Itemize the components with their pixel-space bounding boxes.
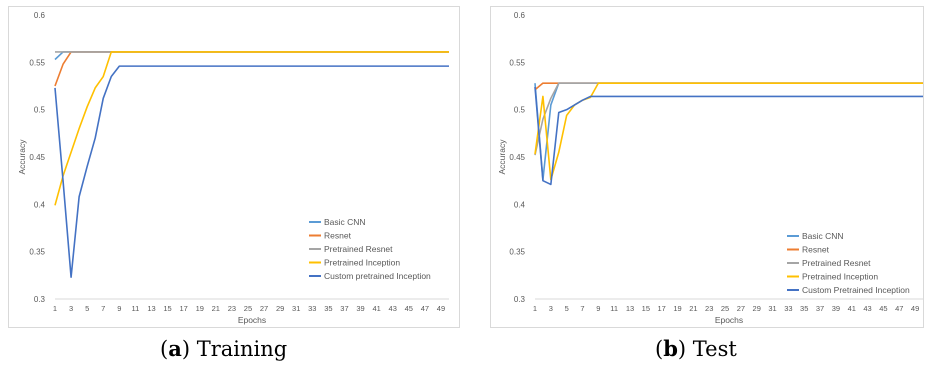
- legend-entry: Pretrained Resnet: [802, 258, 871, 268]
- x-axis-title: Epochs: [238, 315, 266, 325]
- y-tick-label: 0.5: [34, 106, 46, 115]
- x-tick-label: 29: [276, 304, 284, 313]
- x-tick-label: 27: [260, 304, 268, 313]
- y-tick-label: 0.45: [29, 153, 45, 162]
- x-tick-label: 5: [85, 304, 89, 313]
- y-tick-label: 0.5: [514, 106, 526, 115]
- x-tick-label: 39: [832, 304, 840, 313]
- legend-entry: Custom Pretrained Inception: [802, 285, 910, 295]
- x-tick-label: 11: [610, 304, 618, 313]
- legend-entry: Custom pretrained Inception: [324, 271, 431, 281]
- x-tick-label: 3: [69, 304, 73, 313]
- y-axis-title: Accuracy: [497, 139, 507, 175]
- x-tick-label: 37: [340, 304, 348, 313]
- caption-text: Test: [692, 337, 737, 361]
- x-tick-label: 31: [292, 304, 300, 313]
- legend-entry: Pretrained Resnet: [324, 244, 393, 254]
- x-tick-label: 35: [324, 304, 332, 313]
- series-line-custom-pretrained-inception: [54, 65, 449, 279]
- x-tick-label: 47: [895, 304, 903, 313]
- x-tick-label: 23: [228, 304, 236, 313]
- chart-test: 0.30.350.40.450.50.550.61 3 5 7 9 11 13 15 17 19 2…: [497, 11, 923, 325]
- y-axis-title: Accuracy: [17, 139, 27, 175]
- legend-entry: Basic CNN: [802, 231, 844, 241]
- x-tick-label: 27: [737, 304, 745, 313]
- x-tick-label: 21: [212, 304, 220, 313]
- y-tick-label: 0.35: [29, 248, 45, 257]
- x-tick-label: 13: [147, 304, 155, 313]
- series-line-basic-cnn: [54, 51, 449, 61]
- y-tick-label: 0.45: [509, 153, 525, 162]
- legend-entry: Basic CNN: [324, 217, 366, 227]
- x-tick-label: 3: [549, 304, 553, 313]
- x-tick-label: 39: [356, 304, 364, 313]
- chart-training: 0.30.350.40.450.50.550.61 3 5 7 9 11 13 15 17 19 2…: [17, 11, 449, 325]
- x-tick-label: 29: [753, 304, 761, 313]
- y-tick-label: 0.55: [29, 58, 45, 67]
- caption-training: (a) Training: [160, 336, 288, 361]
- x-tick-label: 1: [533, 304, 537, 313]
- series-line-resnet: [534, 82, 923, 91]
- legend-entry: Resnet: [324, 231, 352, 241]
- x-tick-label: 35: [800, 304, 808, 313]
- y-tick-label: 0.4: [34, 200, 46, 209]
- x-tick-label: 17: [658, 304, 666, 313]
- x-tick-label: 19: [673, 304, 681, 313]
- x-tick-label: 25: [244, 304, 252, 313]
- x-tick-label: 15: [163, 304, 171, 313]
- x-tick-label: 43: [863, 304, 871, 313]
- x-tick-label: 23: [705, 304, 713, 313]
- series-line-basic-cnn: [534, 82, 923, 181]
- x-tick-label: 13: [626, 304, 634, 313]
- series-line-custom-pretrained-inception: [534, 86, 923, 186]
- x-tick-label: 1: [53, 304, 57, 313]
- x-tick-label: 9: [596, 304, 600, 313]
- x-tick-label: 33: [308, 304, 316, 313]
- y-tick-label: 0.6: [514, 11, 526, 20]
- y-tick-label: 0.3: [514, 295, 526, 304]
- caption-text: Training: [196, 337, 288, 361]
- x-tick-label: 7: [580, 304, 584, 313]
- series-line-resnet: [54, 51, 449, 87]
- x-tick-label: 5: [565, 304, 569, 313]
- caption-letter: b: [663, 336, 678, 361]
- legend-entry: Pretrained Inception: [324, 258, 400, 268]
- x-tick-label: 43: [389, 304, 397, 313]
- legend-entry: Pretrained Inception: [802, 272, 878, 282]
- x-tick-label: 21: [689, 304, 697, 313]
- x-axis-title: Epochs: [715, 315, 743, 325]
- x-tick-label: 7: [101, 304, 105, 313]
- x-tick-label: 49: [911, 304, 919, 313]
- x-tick-label: 45: [879, 304, 887, 313]
- legend-entry: Resnet: [802, 245, 830, 255]
- y-tick-label: 0.35: [509, 248, 525, 257]
- x-tick-label: 45: [405, 304, 413, 313]
- x-tick-label: 25: [721, 304, 729, 313]
- x-tick-label: 49: [437, 304, 445, 313]
- x-tick-label: 11: [132, 304, 140, 313]
- x-tick-label: 17: [179, 304, 187, 313]
- chart-panel-training: 0.3 0.35 0.4 0.45 0.5 0.55 0.6 1 3 5 7 9 11 13 15 17 19 2…: [8, 6, 460, 328]
- x-tick-label: 41: [372, 304, 380, 313]
- y-tick-label: 0.55: [509, 58, 525, 67]
- x-tick-label: 15: [642, 304, 650, 313]
- series-line-pretrained-inception: [534, 82, 923, 181]
- x-tick-label: 37: [816, 304, 824, 313]
- caption-letter: a: [168, 336, 182, 361]
- y-tick-label: 0.4: [514, 200, 526, 209]
- caption-test: (b) Test: [655, 336, 737, 361]
- chart-panel-test: 0.3 0.35 0.4 0.45 0.5 0.55 0.6 1 3 5 7 9 11 13 15 17 19 2…: [490, 6, 924, 328]
- x-tick-label: 33: [784, 304, 792, 313]
- x-tick-label: 31: [768, 304, 776, 313]
- y-tick-label: 0.3: [34, 295, 46, 304]
- x-tick-label: 41: [848, 304, 856, 313]
- x-tick-label: 47: [421, 304, 429, 313]
- x-tick-label: 19: [196, 304, 204, 313]
- y-tick-label: 0.6: [34, 11, 46, 20]
- x-tick-label: 9: [117, 304, 121, 313]
- series-line-pretrained-inception: [54, 51, 449, 206]
